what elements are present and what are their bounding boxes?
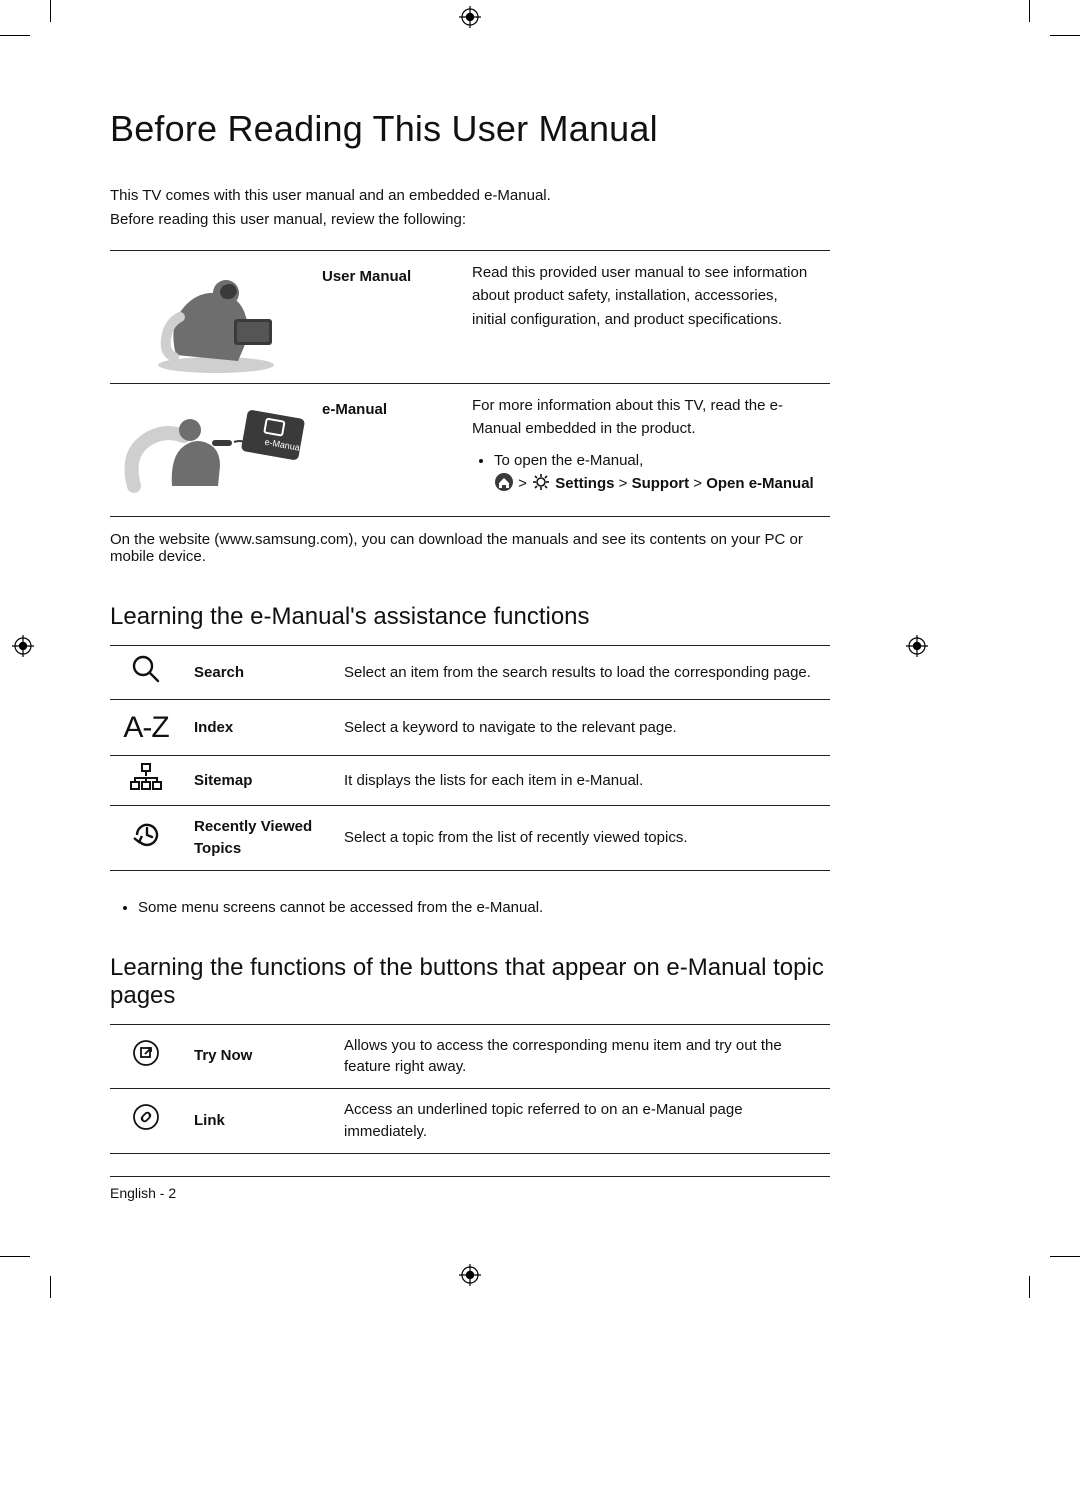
table-row: Try Now Allows you to access the corresp…: [110, 1024, 830, 1089]
path-support: Support: [632, 475, 690, 492]
assistance-functions-table: Search Select an item from the search re…: [110, 645, 830, 871]
page-content: Before Reading This User Manual This TV …: [110, 108, 830, 1154]
assistance-name: Search: [182, 646, 332, 700]
topic-buttons-table: Try Now Allows you to access the corresp…: [110, 1024, 830, 1154]
emanual-open-bullet: To open the e-Manual, > Settings >: [494, 449, 816, 496]
footer-sep: -: [156, 1185, 168, 1201]
manual-type-label: User Manual: [312, 251, 462, 384]
link-icon: [131, 1119, 161, 1136]
recent-icon: [129, 836, 163, 853]
table-row: Link Access an underlined topic referred…: [110, 1089, 830, 1154]
nav-path: > Settings > Support > Open e-Manual: [494, 475, 814, 492]
assistance-desc: It displays the lists for each item in e…: [332, 756, 830, 806]
sitemap-icon: [128, 779, 164, 796]
crop-mark: [1050, 35, 1080, 36]
crop-mark: [0, 35, 30, 36]
button-desc: Access an underlined topic referred to o…: [332, 1089, 830, 1154]
footer-rule: [110, 1176, 830, 1177]
manual-type-desc: Read this provided user manual to see in…: [462, 251, 830, 384]
intro-block: This TV comes with this user manual and …: [110, 184, 830, 232]
crop-mark: [1029, 1276, 1030, 1298]
crop-mark: [50, 1276, 51, 1298]
table-row: Sitemap It displays the lists for each i…: [110, 756, 830, 806]
table-row: User Manual Read this provided user manu…: [110, 251, 830, 384]
table-row: Recently Viewed Topics Select a topic fr…: [110, 806, 830, 871]
button-name: Link: [182, 1089, 332, 1154]
crop-mark: [0, 1256, 30, 1257]
path-settings: Settings: [555, 475, 614, 492]
index-icon: A-Z: [123, 711, 168, 744]
section-heading: Learning the functions of the buttons th…: [110, 954, 830, 1010]
assistance-note: Some menu screens cannot be accessed fro…: [138, 899, 830, 916]
intro-text: This TV comes with this user manual and …: [110, 184, 830, 208]
crop-mark: [1050, 1256, 1080, 1257]
gear-icon: [531, 472, 551, 492]
assistance-note-list: Some menu screens cannot be accessed fro…: [138, 899, 830, 916]
registration-mark-icon: [459, 6, 481, 28]
button-name: Try Now: [182, 1024, 332, 1089]
try-now-icon: [131, 1055, 161, 1072]
page-footer: English - 2: [110, 1176, 830, 1201]
registration-mark-icon: [459, 1264, 481, 1286]
search-icon: [129, 673, 163, 690]
assistance-name: Sitemap: [182, 756, 332, 806]
assistance-desc: Select a keyword to navigate to the rele…: [332, 699, 830, 756]
table-row: e-Manual e-Manual For more information a…: [110, 384, 830, 517]
registration-mark-icon: [906, 635, 928, 657]
assistance-name: Recently Viewed Topics: [182, 806, 332, 871]
button-desc: Allows you to access the corresponding m…: [332, 1024, 830, 1089]
assistance-name: Index: [182, 699, 332, 756]
path-sep: >: [518, 475, 531, 492]
page-title: Before Reading This User Manual: [110, 108, 830, 150]
footer-page-number: 2: [168, 1185, 176, 1201]
registration-mark-icon: [12, 635, 34, 657]
path-sep: >: [693, 475, 706, 492]
home-icon: [494, 472, 514, 492]
emanual-illustration: e-Manual: [116, 390, 306, 510]
manual-types-table: User Manual Read this provided user manu…: [110, 250, 830, 517]
assistance-desc: Select a topic from the list of recently…: [332, 806, 830, 871]
footer-language: English: [110, 1185, 156, 1201]
manual-type-desc: For more information about this TV, read…: [462, 384, 830, 517]
crop-mark: [50, 0, 51, 22]
intro-text: Before reading this user manual, review …: [110, 208, 830, 232]
reading-illustration: [116, 257, 306, 377]
emanual-desc-text: For more information about this TV, read…: [472, 397, 783, 437]
path-open: Open e-Manual: [706, 475, 814, 492]
manual-type-label: e-Manual: [312, 384, 462, 517]
table-row: A-Z Index Select a keyword to navigate t…: [110, 699, 830, 756]
assistance-desc: Select an item from the search results t…: [332, 646, 830, 700]
website-note: On the website (www.samsung.com), you ca…: [110, 531, 830, 565]
section-heading: Learning the e-Manual's assistance funct…: [110, 603, 830, 631]
bullet-lead: To open the e-Manual,: [494, 452, 643, 469]
table-row: Search Select an item from the search re…: [110, 646, 830, 700]
path-sep: >: [619, 475, 632, 492]
crop-mark: [1029, 0, 1030, 22]
